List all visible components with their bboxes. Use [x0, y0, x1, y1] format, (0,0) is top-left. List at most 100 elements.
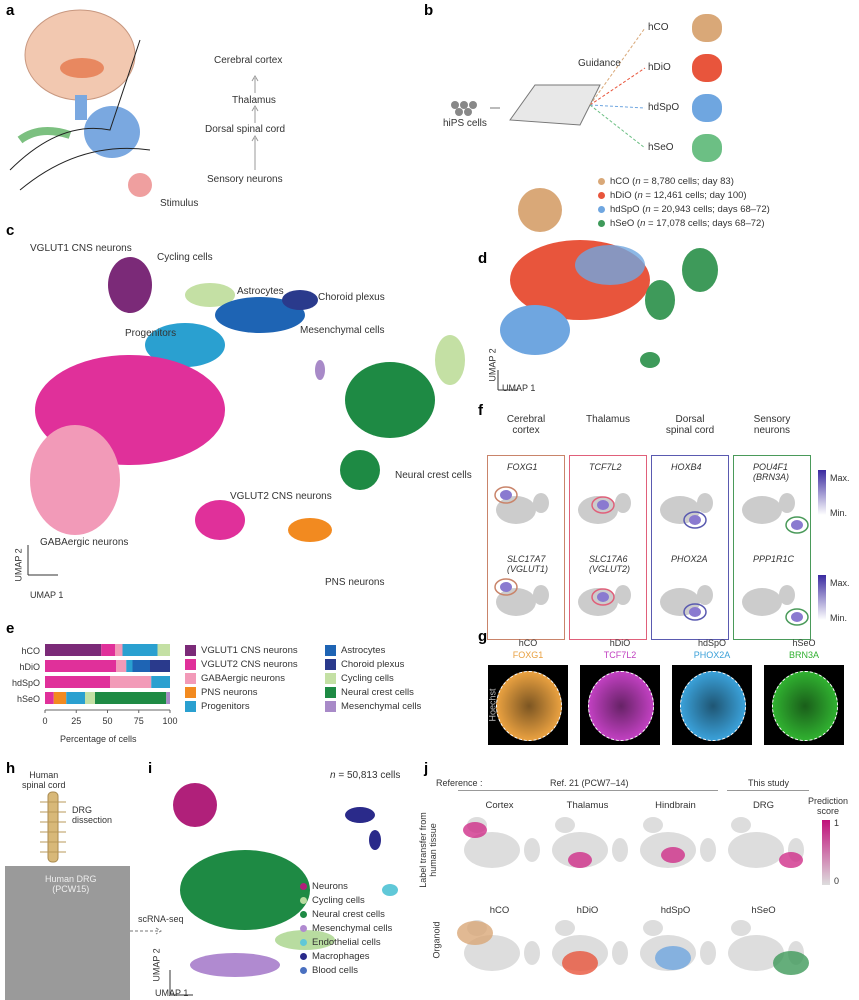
e-bar-segment: [45, 660, 117, 672]
e-legend-item: Cycling cells: [325, 672, 465, 686]
legend-label: Astrocytes: [341, 645, 386, 656]
e-tick-label: 0: [42, 716, 47, 726]
j-umap: [640, 920, 716, 971]
i-n-label: n = 50,813 cells: [330, 770, 400, 781]
legend-label: Macrophages: [312, 951, 370, 962]
j-column-title: DRG: [752, 800, 775, 811]
e-legend-item: Mesenchymal cells: [325, 700, 465, 714]
i-legend-item: Macrophages: [300, 950, 392, 964]
f-feature-umap: [742, 493, 809, 534]
umap-drg: [169, 783, 398, 996]
i-axis-x: UMAP 1: [155, 988, 189, 998]
legend-label: Progenitors: [201, 701, 250, 712]
e-bar-segment: [116, 660, 127, 672]
e-tick-label: 25: [71, 716, 81, 726]
f-gene-name: POU4F1 (BRN3A): [753, 462, 790, 482]
f-feature-umap: [494, 578, 549, 616]
legend-eq: =: [650, 204, 662, 215]
g-immunostaining-image: [580, 665, 660, 745]
f-gene-name: TCF7L2: [589, 462, 622, 472]
drg-photo-label: Human DRG (PCW15): [45, 874, 97, 894]
cell-composition-bar-chart: hCO hDiO hdSpO hSeO 0 25 50 75 100: [12, 644, 178, 726]
legend-rest: cells; day 100): [682, 190, 747, 201]
j-umap: [728, 920, 809, 975]
j-ref-rule: [458, 790, 718, 791]
legend-n: n: [635, 176, 641, 187]
j-row1-label: Label transfer from human tissue: [417, 812, 438, 888]
c-axis-y: UMAP 2: [13, 548, 24, 582]
legend-label: Neural crest cells: [341, 687, 414, 698]
e-tick-label: 100: [162, 716, 177, 726]
f-gene-box: [733, 455, 811, 640]
hierarchy-cortex: Cerebral cortex: [214, 55, 283, 66]
e-bar-segment: [115, 644, 123, 656]
legend-label: Choroid plexus: [341, 659, 405, 670]
e-tick-label: 75: [134, 716, 144, 726]
g-marker-name: PHOX2A: [693, 650, 731, 660]
label-progenitors: Progenitors: [125, 328, 177, 339]
h-step: DRG dissection: [72, 805, 113, 825]
f-column-title: Thalamus: [586, 414, 630, 425]
legend-n: n: [645, 204, 651, 215]
f-feature-umap: [660, 585, 713, 621]
legend-label: Mesenchymal cells: [312, 923, 393, 934]
legend-count: 20,943: [661, 204, 691, 215]
f-column-title: Cerebral cortex: [506, 414, 546, 436]
legend-name: hCO: [610, 176, 630, 187]
j-umap: [640, 817, 716, 868]
legend-dot: [300, 966, 307, 974]
legend-label: Neurons: [312, 881, 348, 892]
panel-label-f: f: [478, 402, 483, 419]
e-legend-item: Choroid plexus: [325, 658, 465, 672]
e-bar-segment: [150, 660, 170, 672]
panel-label-j: j: [424, 760, 429, 777]
legend-label: Neural crest cells: [312, 909, 385, 920]
d-axis-x: UMAP 1: [502, 383, 536, 393]
colorbar-max: 1: [834, 818, 840, 828]
e-bar-segment: [166, 692, 170, 704]
h-method: scRNA-seq: [138, 914, 184, 924]
j-column-title: hDiO: [576, 905, 599, 916]
g-organoid-name: hDiO: [609, 638, 631, 648]
f-gene-name: PHOX2A: [671, 554, 708, 564]
f-gene-name: PPP1R1C: [753, 554, 795, 564]
i-legend-item: Cycling cells: [300, 894, 392, 908]
organoid-hDiO-image: [692, 54, 722, 82]
f-feature-umap: [578, 585, 631, 616]
e-category-label: hdSpO: [12, 678, 40, 688]
legend-name: hdSpO: [610, 204, 640, 215]
cluster-choroid: [282, 290, 318, 310]
organoid-hSeO-image: [692, 134, 722, 162]
j-this-study: This study: [748, 778, 790, 788]
umap-cell-types: [27, 257, 465, 576]
drg-photo: Human DRG (PCW15): [5, 866, 130, 1000]
f-gene-box: [487, 455, 565, 640]
e-bar-segment: [122, 644, 158, 656]
panel-label-d: d: [478, 250, 488, 267]
legend-label: Blood cells: [312, 965, 358, 976]
panel-label-e: e: [6, 620, 15, 637]
d-legend-item: hSeO (n = 17,078 cells; days 68–72): [598, 217, 770, 231]
legend-label: VGLUT2 CNS neurons: [201, 659, 298, 670]
label-choroid: Choroid plexus: [318, 292, 385, 303]
f-column-title: Sensory neurons: [753, 414, 791, 436]
legend-swatch: [325, 672, 336, 684]
organoid-label: hdSpO: [648, 102, 680, 113]
legend-count: 8,780: [651, 176, 676, 187]
legend-eq: =: [640, 176, 652, 187]
f-max-1: Max.: [830, 473, 850, 483]
panel-label-i: i: [148, 760, 153, 777]
legend-label: GABAergic neurons: [201, 673, 285, 684]
expression-colorbars: [818, 470, 826, 620]
legend-swatch: [325, 700, 336, 712]
f-gene-name: SLC17A7 (VGLUT1): [507, 554, 549, 574]
legend-count: 12,461: [653, 190, 683, 201]
j-column-title: Hindbrain: [655, 800, 696, 811]
i-legend-item: Mesenchymal cells: [300, 922, 392, 936]
cluster-pns: [288, 518, 332, 542]
legend-dot: [300, 882, 307, 890]
f-gene-name: FOXG1: [507, 462, 538, 472]
g-immunostaining-image: [672, 665, 752, 745]
e-bar-segment: [95, 692, 167, 704]
colorbar-min: 0: [834, 876, 840, 886]
